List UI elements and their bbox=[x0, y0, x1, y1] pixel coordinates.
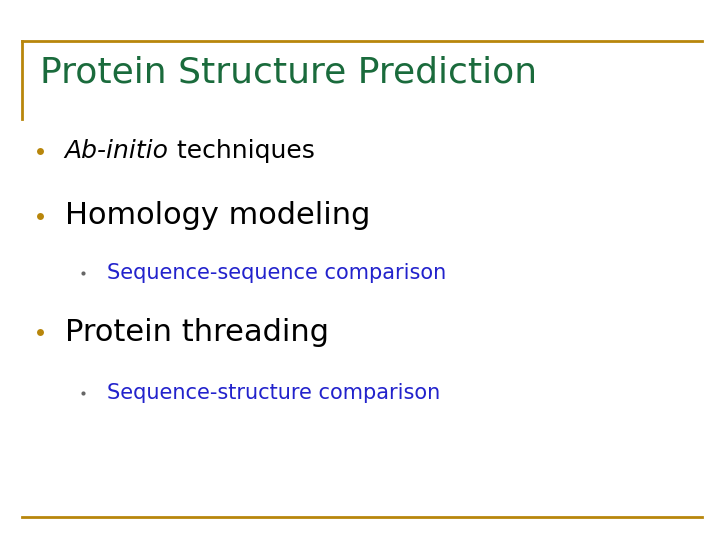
Text: Protein threading: Protein threading bbox=[65, 318, 329, 347]
Text: Sequence-sequence comparison: Sequence-sequence comparison bbox=[107, 262, 446, 283]
Text: Ab-initio: Ab-initio bbox=[65, 139, 168, 163]
Text: Protein Structure Prediction: Protein Structure Prediction bbox=[40, 56, 536, 90]
Text: Homology modeling: Homology modeling bbox=[65, 201, 370, 231]
Text: techniques: techniques bbox=[168, 139, 315, 163]
Text: Sequence-structure comparison: Sequence-structure comparison bbox=[107, 383, 440, 403]
